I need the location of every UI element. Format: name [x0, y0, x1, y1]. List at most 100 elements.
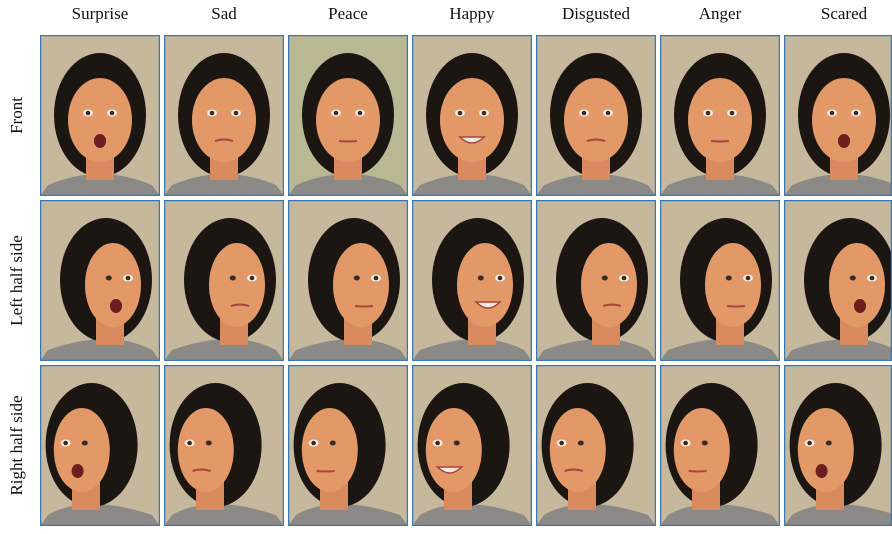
face [192, 78, 256, 162]
column-label: Scared [821, 4, 868, 23]
face [549, 408, 606, 492]
eye [825, 440, 832, 446]
photo [412, 365, 532, 526]
photo [784, 200, 892, 361]
pupil [559, 440, 564, 446]
column-label: Surprise [72, 4, 129, 23]
eye [453, 440, 460, 446]
photo-border [412, 365, 532, 526]
mouth [815, 464, 828, 478]
mouth [338, 140, 358, 143]
photo-border [40, 365, 160, 526]
mouth [354, 305, 374, 308]
pupil [457, 110, 463, 116]
photo-border [536, 200, 656, 361]
face [333, 243, 389, 327]
photo-border [40, 35, 160, 196]
mouth [214, 138, 234, 142]
photo [536, 365, 656, 526]
shirt [40, 174, 160, 196]
photo-border [660, 35, 780, 196]
photo [536, 35, 656, 196]
mouth [110, 299, 122, 313]
column-label: Disgusted [562, 4, 631, 23]
photo [412, 35, 532, 196]
pupil [745, 275, 751, 281]
row-label: Right half side [7, 395, 26, 495]
eye [601, 275, 608, 281]
face [457, 243, 513, 327]
pupil [311, 440, 316, 446]
pupil [373, 275, 379, 281]
pupil [621, 275, 627, 281]
mouth [586, 138, 606, 142]
pupil [729, 110, 735, 116]
eye [329, 440, 336, 446]
photo-border [288, 200, 408, 361]
shirt [164, 504, 284, 526]
face [440, 78, 504, 162]
photo-border [164, 365, 284, 526]
photo [784, 35, 892, 196]
shirt [412, 174, 532, 196]
eye [81, 440, 88, 446]
shirt [784, 504, 892, 526]
photo [40, 365, 160, 526]
pupil [497, 275, 503, 281]
face [177, 408, 234, 492]
photo-border [536, 35, 656, 196]
face [301, 408, 358, 492]
shirt [536, 504, 656, 526]
mouth [71, 464, 84, 478]
row-label: Front [7, 97, 26, 134]
face [829, 243, 885, 327]
pupil [605, 110, 611, 116]
face [812, 78, 876, 162]
shirt [164, 174, 284, 196]
eye [205, 440, 212, 446]
shirt [536, 339, 656, 361]
pupil [249, 275, 255, 281]
mouth [726, 305, 746, 308]
eye [477, 275, 484, 281]
column-label: Anger [699, 4, 742, 23]
shirt [660, 174, 780, 196]
photo-border [164, 200, 284, 361]
photo [288, 365, 408, 526]
photo-border [660, 365, 780, 526]
shirt [40, 504, 160, 526]
mouth [435, 466, 464, 474]
photo [412, 200, 532, 361]
photo-border [288, 35, 408, 196]
photo [660, 35, 780, 196]
face [581, 243, 637, 327]
photo-border [660, 200, 780, 361]
pupil [333, 110, 339, 116]
pupil [581, 110, 587, 116]
photo [288, 200, 408, 361]
pupil [357, 110, 363, 116]
face [797, 408, 854, 492]
pupil [869, 275, 875, 281]
face [425, 408, 482, 492]
pupil [435, 440, 440, 446]
mouth [230, 303, 250, 307]
face [688, 78, 752, 162]
photo [536, 200, 656, 361]
photo [660, 200, 780, 361]
mouth [688, 470, 707, 473]
face [705, 243, 761, 327]
face [85, 243, 141, 327]
pupil [829, 110, 835, 116]
pupil [683, 440, 688, 446]
photo [40, 200, 160, 361]
face [564, 78, 628, 162]
shirt [288, 504, 408, 526]
photo-border [288, 365, 408, 526]
shirt [660, 504, 780, 526]
eye [105, 275, 112, 281]
eye [701, 440, 708, 446]
photo [164, 365, 284, 526]
pupil [233, 110, 239, 116]
